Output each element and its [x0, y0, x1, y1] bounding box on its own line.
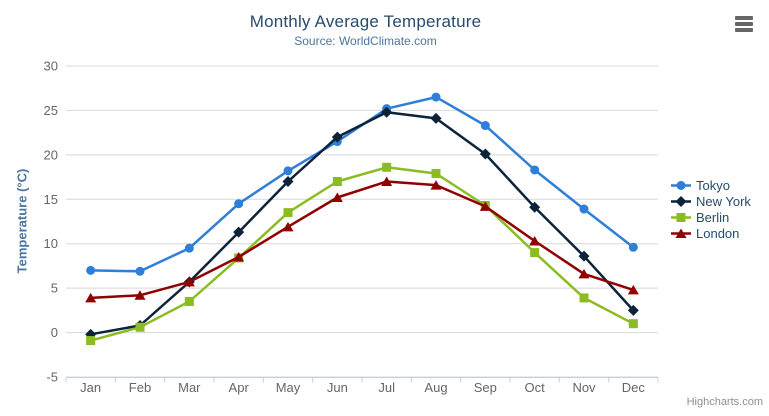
series-tokyo — [86, 92, 638, 276]
x-axis-label: Sep — [474, 380, 497, 395]
credits-link[interactable]: Highcharts.com — [686, 396, 763, 408]
point-tokyo-nov[interactable] — [579, 204, 589, 214]
point-new-york-dec[interactable] — [627, 304, 639, 316]
series-line-tokyo — [89, 95, 635, 273]
hamburger-icon — [735, 28, 753, 32]
legend-label: London — [696, 225, 740, 241]
point-london-sep[interactable] — [479, 201, 491, 211]
point-new-york-sep[interactable] — [479, 148, 491, 160]
legend-item-new-york[interactable]: New York — [671, 193, 751, 209]
point-new-york-nov[interactable] — [578, 250, 590, 262]
x-axis-label: Jul — [378, 380, 395, 395]
x-axis-label: Aug — [424, 380, 447, 395]
point-new-york-jun[interactable] — [331, 131, 343, 143]
point-tokyo-oct[interactable] — [530, 165, 540, 175]
y-axis-label: 30 — [44, 59, 58, 74]
point-tokyo-dec[interactable] — [628, 242, 638, 252]
series-new-york — [85, 106, 639, 340]
point-london-aug[interactable] — [430, 180, 442, 190]
point-new-york-apr[interactable] — [233, 226, 245, 238]
point-tokyo-may[interactable] — [283, 166, 293, 176]
legend-label: Tokyo — [696, 177, 730, 193]
point-berlin-may[interactable] — [283, 208, 293, 218]
export-menu-button[interactable] — [734, 15, 754, 35]
point-london-mar[interactable] — [183, 276, 195, 287]
series-london — [85, 176, 639, 303]
x-axis-label: Jan — [80, 380, 101, 395]
y-axis-label: 20 — [44, 147, 58, 162]
point-berlin-aug[interactable] — [431, 169, 441, 179]
point-london-feb[interactable] — [134, 290, 146, 300]
legend-item-tokyo[interactable]: Tokyo — [671, 177, 751, 193]
point-berlin-dec[interactable] — [628, 319, 638, 329]
point-new-york-jul[interactable] — [381, 106, 393, 118]
point-berlin-jun[interactable] — [332, 177, 342, 187]
point-london-apr[interactable] — [233, 252, 245, 262]
legend: Tokyo New York Berlin London — [671, 177, 751, 241]
x-axis-label: Feb — [129, 380, 151, 395]
point-tokyo-mar[interactable] — [184, 243, 194, 253]
point-new-york-aug[interactable] — [430, 112, 442, 124]
legend-marker-square-icon — [671, 212, 691, 222]
point-tokyo-aug[interactable] — [431, 92, 441, 102]
legend-marker-circle-icon — [671, 180, 691, 190]
hamburger-icon — [735, 16, 753, 20]
x-axis-label: Mar — [178, 380, 201, 395]
legend-marker-diamond-icon — [671, 195, 691, 207]
y-axis-label: 25 — [44, 103, 58, 118]
series-berlin — [86, 162, 638, 346]
x-axis-label: Dec — [622, 380, 646, 395]
point-new-york-oct[interactable] — [529, 201, 541, 213]
y-axis-label: -5 — [46, 370, 58, 385]
series-line-new-york — [89, 110, 635, 336]
point-london-jun[interactable] — [331, 192, 343, 203]
legend-label: Berlin — [696, 209, 730, 225]
y-axis-label: 15 — [44, 192, 58, 207]
chart-title: Monthly Average Temperature — [249, 12, 482, 31]
series-line-london — [89, 180, 635, 300]
point-london-dec[interactable] — [627, 284, 639, 295]
series-line-berlin — [89, 166, 635, 342]
point-london-oct[interactable] — [529, 236, 541, 246]
x-axis-label: Jun — [327, 380, 348, 395]
x-axis-label: Oct — [525, 380, 546, 395]
legend-label: New York — [696, 193, 751, 209]
point-tokyo-apr[interactable] — [234, 199, 244, 209]
y-axis-label: 10 — [44, 236, 58, 251]
point-berlin-feb[interactable] — [135, 322, 145, 332]
y-axis-label: 0 — [51, 325, 58, 340]
point-tokyo-jan[interactable] — [86, 265, 96, 275]
chart-subtitle: Source: WorldClimate.com — [294, 34, 437, 48]
point-berlin-oct[interactable] — [530, 248, 540, 258]
point-london-may[interactable] — [282, 221, 294, 232]
point-london-jul[interactable] — [381, 176, 393, 187]
legend-item-london[interactable]: London — [671, 225, 751, 241]
point-berlin-jul[interactable] — [382, 162, 392, 172]
point-berlin-jan[interactable] — [86, 336, 96, 346]
point-new-york-may[interactable] — [282, 176, 294, 188]
point-berlin-nov[interactable] — [579, 293, 589, 303]
point-berlin-mar[interactable] — [184, 296, 194, 306]
x-axis-label: Apr — [229, 380, 250, 395]
legend-item-berlin[interactable]: Berlin — [671, 209, 751, 225]
point-london-nov[interactable] — [578, 268, 590, 279]
y-axis-title: Temperature (°C) — [14, 168, 30, 274]
point-tokyo-sep[interactable] — [480, 121, 490, 131]
x-axis-label: May — [276, 380, 301, 395]
hamburger-icon — [735, 22, 753, 26]
y-axis-label: 5 — [51, 281, 58, 296]
legend-marker-triangle-icon — [671, 228, 691, 238]
point-london-jan[interactable] — [85, 292, 97, 303]
x-axis-label: Nov — [572, 380, 596, 395]
point-tokyo-feb[interactable] — [135, 266, 145, 276]
